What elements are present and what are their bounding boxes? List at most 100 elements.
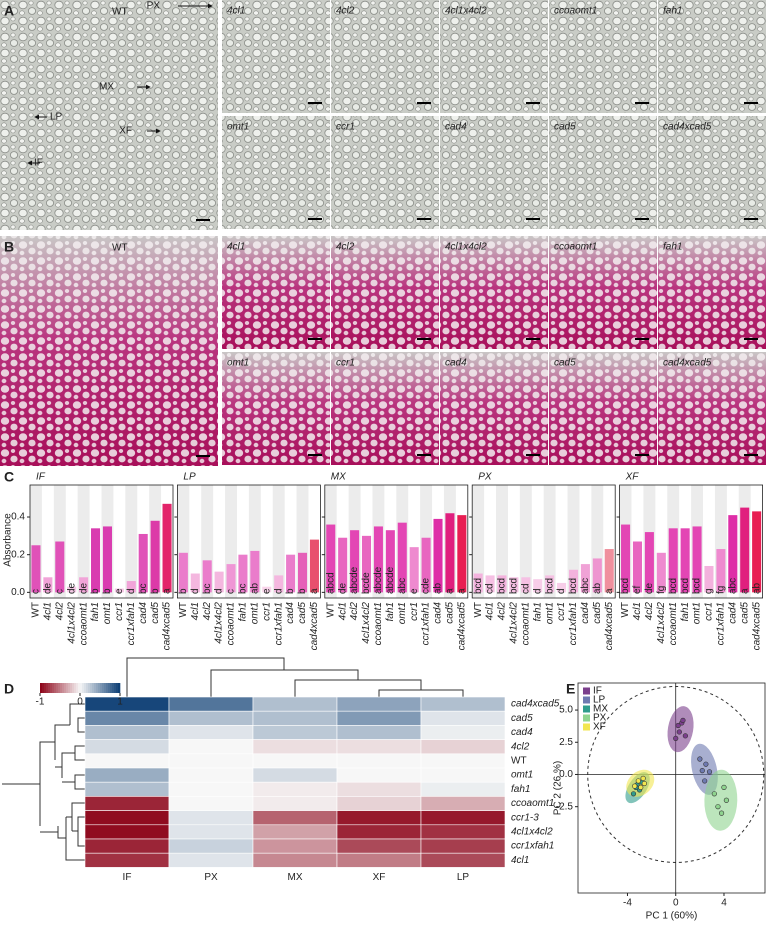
heatmap-cell <box>336 739 422 755</box>
colorbar-step <box>116 683 119 693</box>
legend-swatch <box>583 687 590 695</box>
heatmap-cell <box>168 767 254 783</box>
heatmap-cell <box>84 767 170 783</box>
micrograph-cells <box>658 352 766 465</box>
heatmap-cell <box>168 781 254 797</box>
x-tick-label: cad4xcad5 <box>309 602 320 651</box>
bar <box>521 577 531 593</box>
heatmap-cell <box>336 824 422 840</box>
point <box>711 791 717 797</box>
heatmap-cell <box>252 796 338 811</box>
x-tick-label: 4cl1 <box>485 602 496 620</box>
legend-swatch <box>583 714 590 722</box>
significance-label: cd <box>520 583 531 594</box>
x-tick-label: ccoaomt1 <box>520 602 531 645</box>
colorbar-step <box>90 683 93 693</box>
significance-label: bcd <box>473 578 484 594</box>
y-tick-label: 2.5 <box>559 737 573 748</box>
significance-label: a <box>604 588 615 594</box>
point <box>632 783 638 789</box>
colorbar-step <box>114 683 117 693</box>
significance-label: c <box>31 589 42 594</box>
x-tick-label: cad4xcad5 <box>604 602 615 651</box>
point <box>723 797 729 803</box>
stripe <box>567 485 580 598</box>
point <box>676 729 682 735</box>
micrograph-cells <box>0 236 218 466</box>
legend-label: LP <box>593 695 606 706</box>
row-label: cad4xcad5 <box>511 699 560 710</box>
bar <box>680 528 690 593</box>
heatmap-cell <box>252 753 338 769</box>
x-tick-label: -4 <box>623 898 632 909</box>
x-tick-label: cad4xcad5 <box>162 602 173 651</box>
x-tick-label: WT <box>620 602 631 618</box>
colorbar-step <box>60 683 63 693</box>
colorbar-step <box>82 683 85 693</box>
colorbar-step <box>76 683 79 693</box>
x-tick-label: 4cl1 <box>337 602 348 620</box>
significance-label: bc <box>202 583 213 594</box>
x-tick-label: ccr1xfah1 <box>126 602 137 645</box>
y-tick-label: -2.5 <box>556 801 574 812</box>
colorbar-step <box>104 683 107 693</box>
point <box>699 768 705 774</box>
dendrogram <box>2 703 85 861</box>
cell-type-label: LP <box>50 112 63 123</box>
colorbar-step <box>58 683 61 693</box>
significance-label: a <box>162 588 173 594</box>
row-dendrogram <box>2 703 85 861</box>
bar <box>79 577 89 593</box>
micrograph <box>658 0 766 113</box>
point <box>630 791 637 797</box>
micrograph <box>222 0 330 113</box>
bar <box>126 581 136 593</box>
bar <box>473 573 483 593</box>
x-tick-label: fah1 <box>90 602 101 621</box>
bar <box>509 577 519 593</box>
x-tick-label: 4cl1x4cl2 <box>509 602 520 644</box>
cell-type-label: IF <box>34 158 43 169</box>
heatmap-cell <box>168 810 254 826</box>
heatmap-cell <box>84 852 170 868</box>
heatmap-cell <box>336 710 422 726</box>
bar <box>656 552 666 593</box>
x-tick-label: WT <box>31 602 42 618</box>
x-tick-label: omt1 <box>397 602 408 624</box>
micrograph-cells <box>440 236 548 349</box>
panel-title: IF <box>36 472 46 483</box>
sample-label: 4cl1x4cl2 <box>445 242 487 253</box>
confidence-ellipse <box>704 769 738 831</box>
panel-title: LP <box>183 472 196 483</box>
stripe <box>519 485 532 598</box>
bar <box>150 520 160 593</box>
significance-label: abc <box>727 578 738 594</box>
point <box>680 717 686 723</box>
significance-label: b <box>178 588 189 594</box>
sample-label: cad4xcad5 <box>663 358 712 369</box>
panel-frame <box>324 484 469 599</box>
point <box>682 733 688 739</box>
point <box>635 778 641 784</box>
x-tick-label: ccr1xfah1 <box>421 602 432 645</box>
significance-label: bc <box>238 583 249 594</box>
colorbar-step <box>44 683 47 693</box>
panel-label: C <box>4 469 14 485</box>
row-label: cad4 <box>511 727 533 738</box>
row-label: 4cl1x4cl2 <box>511 827 553 838</box>
x-tick-label: ccr1 <box>261 602 272 621</box>
bar <box>692 526 702 593</box>
significance-label: de <box>43 582 54 594</box>
point <box>706 769 713 775</box>
micrograph <box>658 116 766 229</box>
micrograph-cells <box>549 352 657 465</box>
x-tick-label: cad4 <box>727 602 738 624</box>
x-tick-label: ccoaomt1 <box>373 602 384 645</box>
x-tick-label: 4cl1x4cl2 <box>361 602 372 644</box>
x-tick-label: ccoaomt1 <box>668 602 679 645</box>
significance-label: d <box>190 588 201 594</box>
heatmap-cell <box>336 753 422 769</box>
x-tick-label: cad5 <box>297 602 308 624</box>
significance-label: ab <box>433 582 444 594</box>
bar <box>361 535 372 593</box>
